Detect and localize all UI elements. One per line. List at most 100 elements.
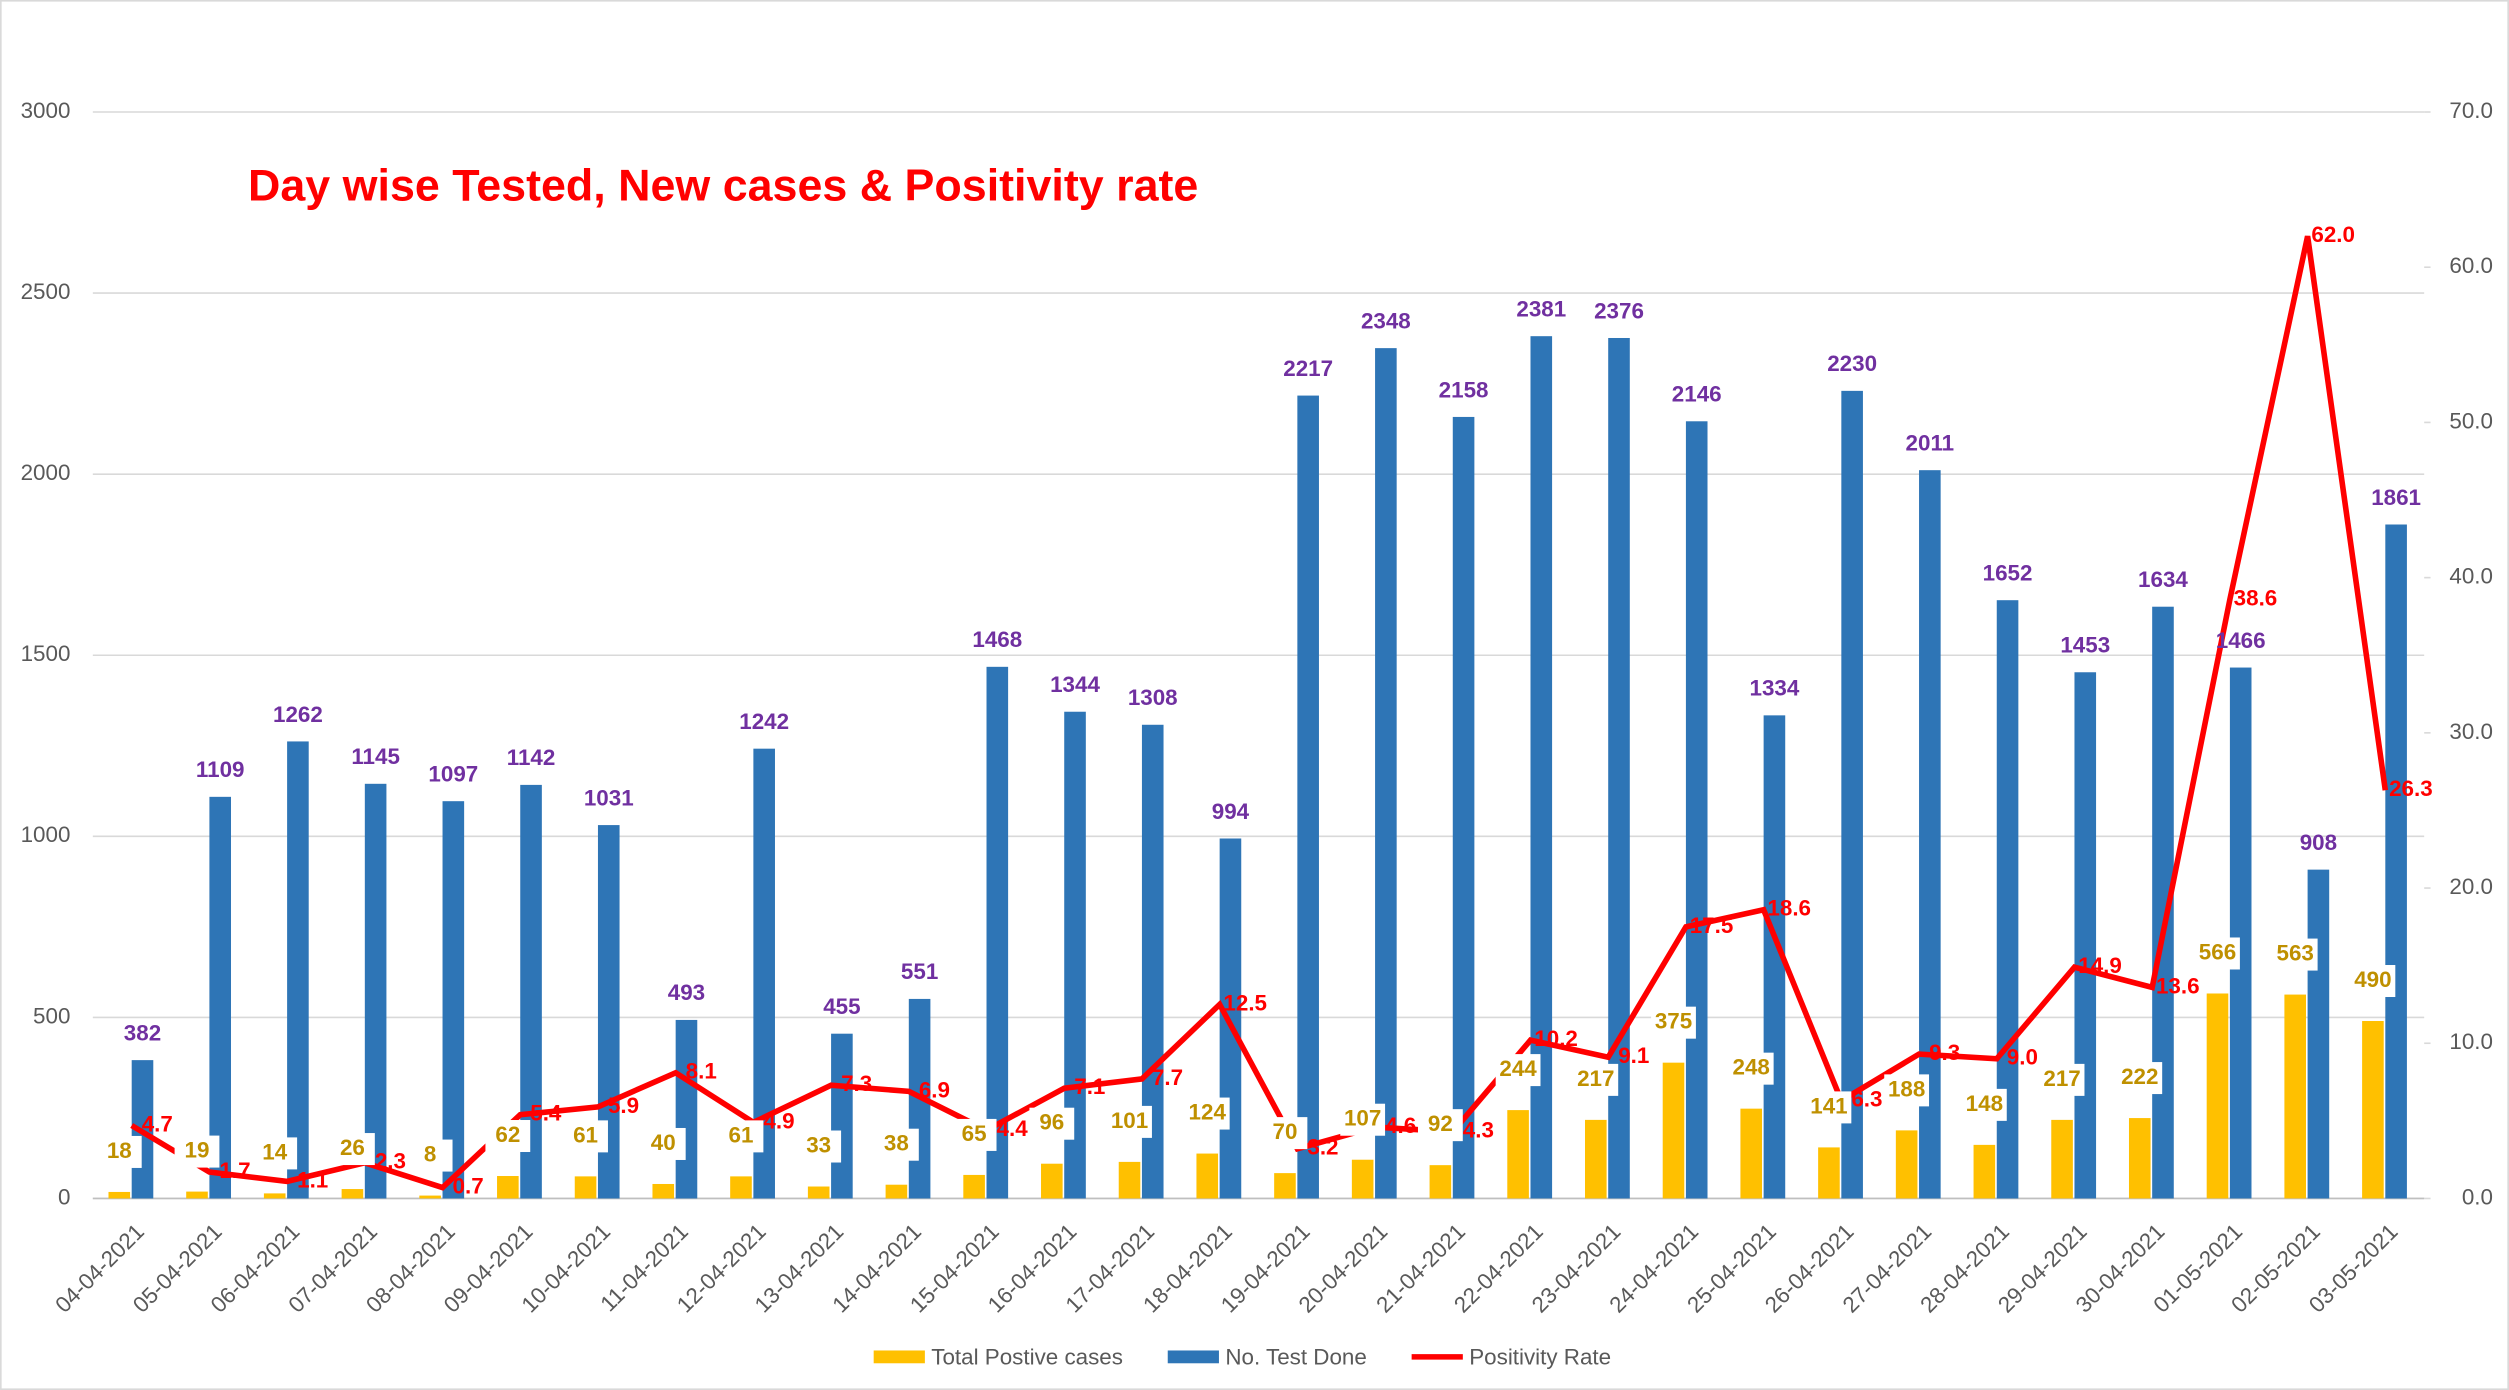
bar — [1274, 1173, 1296, 1199]
data-label: 8.1 — [686, 1059, 717, 1084]
data-label: 1109 — [196, 757, 245, 782]
data-label: 375 — [1655, 1009, 1692, 1034]
bar — [364, 783, 387, 1199]
data-label-box — [718, 1120, 764, 1153]
legend-swatch — [873, 1350, 925, 1364]
y-tick-label: 1500 — [21, 641, 71, 666]
y2-tick-label: 0.0 — [2462, 1184, 2493, 1209]
bar — [2051, 1119, 2073, 1199]
data-label-box — [1262, 1117, 1308, 1150]
data-label: 18.6 — [1767, 896, 1811, 921]
bar — [2362, 1021, 2384, 1199]
data-label: 2146 — [1672, 382, 1722, 407]
data-label-box — [951, 1118, 997, 1151]
data-label: 2.3 — [375, 1149, 406, 1174]
bar — [1141, 724, 1164, 1199]
data-label-box — [873, 1128, 919, 1161]
bar — [1118, 1161, 1141, 1199]
data-label: 70 — [1273, 1119, 1298, 1144]
data-label-box — [96, 1135, 142, 1168]
y2-tick-label: 20.0 — [2449, 874, 2493, 899]
data-label: 62 — [495, 1122, 520, 1147]
bar — [1452, 416, 1475, 1199]
data-label: 222 — [2121, 1064, 2158, 1089]
data-label: 14.9 — [2078, 953, 2122, 978]
bar — [1375, 348, 1397, 1199]
data-label: 1344 — [1050, 672, 1100, 697]
bar — [675, 1019, 698, 1199]
data-label-box — [330, 1133, 375, 1166]
data-label: 490 — [2354, 967, 2391, 992]
data-label-box — [485, 1120, 531, 1153]
bar — [1973, 1144, 1996, 1199]
data-label: 19 — [185, 1138, 210, 1163]
data-label: 1142 — [507, 745, 556, 770]
y2-tick-label: 40.0 — [2449, 564, 2493, 589]
bar — [1297, 395, 1319, 1199]
bar — [652, 1183, 675, 1199]
data-label-box — [1340, 1103, 1386, 1136]
bar — [1662, 1062, 1685, 1199]
bar — [807, 1186, 830, 1199]
data-label: 18 — [107, 1138, 132, 1163]
bar — [2074, 672, 2097, 1199]
data-label: 61 — [729, 1122, 754, 1147]
data-label: 551 — [901, 959, 938, 984]
data-label: 1466 — [2216, 628, 2266, 653]
legend-item: Positivity Rate — [1411, 1344, 1611, 1369]
legend-swatch — [1167, 1350, 1219, 1364]
data-label: 38.6 — [2234, 585, 2278, 610]
data-label: 26 — [340, 1135, 365, 1160]
data-label: 248 — [1733, 1055, 1770, 1080]
data-label: 994 — [1212, 799, 1250, 824]
data-label-box — [2272, 938, 2318, 971]
y2-tick-label: 30.0 — [2449, 719, 2493, 744]
data-label-box — [1573, 1063, 1619, 1096]
data-label: 12.5 — [1223, 990, 1267, 1015]
bar — [2307, 869, 2330, 1199]
legend-label: Total Postive cases — [931, 1344, 1123, 1369]
data-label: 17.5 — [1690, 913, 1734, 938]
data-label: 1097 — [428, 762, 478, 787]
data-label: 1031 — [584, 785, 634, 810]
bar — [341, 1189, 364, 1199]
data-label: 26.3 — [2389, 776, 2433, 801]
y-tick-label: 500 — [33, 1003, 70, 1028]
bar — [1608, 337, 1630, 1199]
data-label-box — [2350, 965, 2396, 998]
y2-tick-label: 10.0 — [2449, 1029, 2493, 1054]
bar — [1429, 1165, 1452, 1199]
y-tick-label: 2500 — [21, 279, 71, 304]
bar — [419, 1195, 441, 1199]
bar — [885, 1184, 908, 1199]
bar — [1584, 1119, 1607, 1199]
bar — [1196, 1153, 1219, 1199]
data-label: 1334 — [1750, 676, 1800, 701]
data-label: 124 — [1189, 1099, 1227, 1124]
bar — [1919, 470, 1941, 1199]
data-label: 8 — [424, 1141, 436, 1166]
data-label: 4.3 — [1463, 1118, 1494, 1143]
data-label-box — [640, 1127, 686, 1160]
data-label: 188 — [1888, 1076, 1925, 1101]
y-tick-label: 3000 — [21, 98, 71, 123]
chart-title: Day wise Tested, New cases & Positivity … — [248, 161, 1198, 211]
data-label-box — [2195, 937, 2240, 970]
data-label: 1242 — [739, 709, 789, 734]
data-label-box — [174, 1135, 220, 1168]
data-label: 1634 — [2138, 567, 2188, 592]
data-label: 40 — [651, 1130, 676, 1155]
bar — [2284, 994, 2307, 1199]
data-label: 1145 — [351, 744, 400, 769]
bar — [1841, 390, 1863, 1199]
legend-item: Total Postive cases — [873, 1344, 1123, 1369]
bar — [831, 1033, 853, 1199]
legend-item: No. Test Done — [1167, 1344, 1367, 1369]
bar — [287, 741, 309, 1199]
data-label: 2011 — [1906, 430, 1955, 455]
bar — [574, 1176, 597, 1199]
data-label: 5.4 — [530, 1101, 562, 1126]
data-label: 141 — [1810, 1093, 1847, 1118]
data-label: 382 — [124, 1020, 161, 1045]
data-label-box — [1495, 1054, 1541, 1087]
